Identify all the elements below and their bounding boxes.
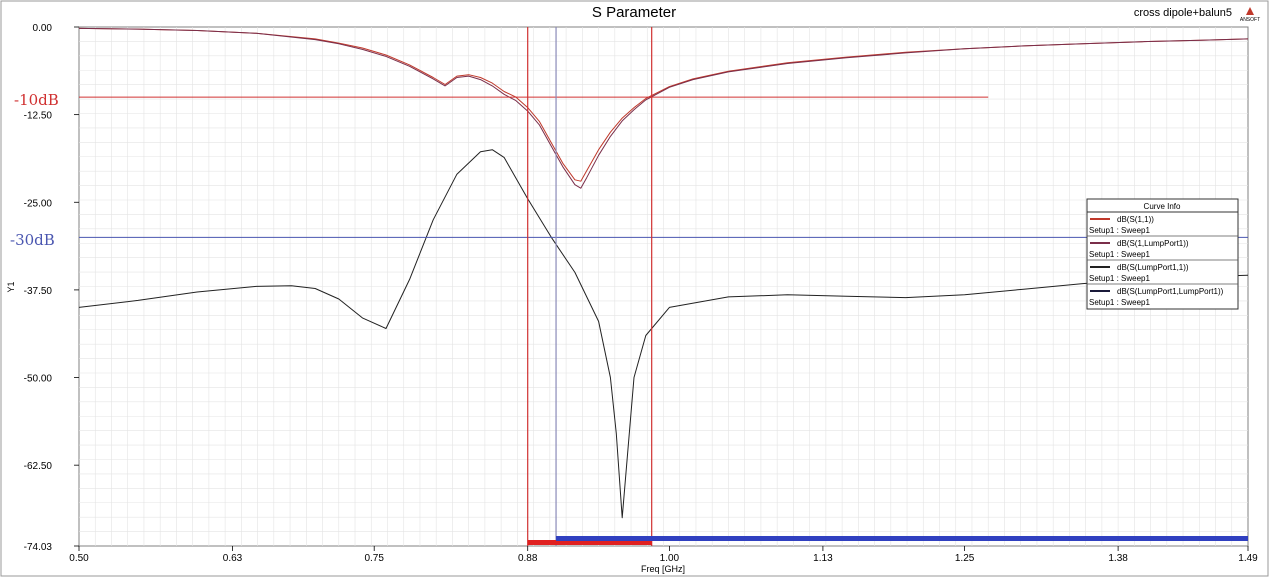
x-tick-label: 1.38 <box>1108 553 1128 564</box>
y-tick-label: -50.00 <box>24 374 53 385</box>
y-tick-label: -37.50 <box>24 286 53 297</box>
legend-entry-sub: Setup1 : Sweep1 <box>1089 274 1150 283</box>
y-axis-label: Y1 <box>6 281 16 292</box>
logo-triangle-icon <box>1246 7 1254 15</box>
legend[interactable]: Curve Info dB(S(1,1)) Setup1 : Sweep1 dB… <box>1086 198 1239 310</box>
axis-ticks: 0.50 0.63 0.75 0.88 1.00 1.13 1.25 1.38 1.49 0.00… <box>24 23 1259 564</box>
x-axis-label: Freq [GHz] <box>641 564 685 574</box>
x-tick-label: 0.88 <box>518 553 538 564</box>
x-tick-label: 1.25 <box>955 553 975 564</box>
legend-entry-slp1[interactable]: dB(S(LumpPort1,1)) Setup1 : Sweep1 <box>1089 263 1189 283</box>
annotations <box>79 27 1248 546</box>
legend-entry-s11[interactable]: dB(S(1,1)) Setup1 : Sweep1 <box>1089 215 1154 235</box>
series-line-s11 <box>78 27 1249 182</box>
hline-label-30db: -30dB <box>10 231 55 249</box>
legend-box <box>1086 198 1239 310</box>
x-tick-label: 1.00 <box>660 553 680 564</box>
chart-title: S Parameter <box>592 4 676 21</box>
y-tick-label: -12.50 <box>24 111 53 122</box>
band-marker <box>527 540 652 545</box>
corner-label: cross dipole+balun5 <box>1134 7 1232 19</box>
series-lines <box>78 27 1249 519</box>
y-tick-label: -25.00 <box>24 198 53 209</box>
series-line-s1lp <box>78 27 1249 189</box>
ansoft-logo: ANSOFT <box>1240 7 1260 23</box>
legend-entry-name: dB(S(1,LumpPort1)) <box>1117 239 1189 248</box>
logo-text: ANSOFT <box>1240 17 1260 23</box>
x-tick-label: 0.75 <box>364 553 384 564</box>
x-tick-label: 0.63 <box>223 553 243 564</box>
legend-title: Curve Info <box>1144 202 1181 211</box>
legend-entry-s1lp[interactable]: dB(S(1,LumpPort1)) Setup1 : Sweep1 <box>1089 239 1189 259</box>
y-tick-label: 0.00 <box>33 23 53 34</box>
series-line-slp1 <box>78 149 1249 519</box>
hline-label-10db: -10dB <box>14 91 59 109</box>
legend-entry-name: dB(S(LumpPort1,LumpPort1)) <box>1117 287 1224 296</box>
legend-entry-sub: Setup1 : Sweep1 <box>1089 298 1150 307</box>
y-tick-label: -62.50 <box>24 461 53 472</box>
legend-entry-slplp[interactable]: dB(S(LumpPort1,LumpPort1)) Setup1 : Swee… <box>1089 287 1224 307</box>
legend-entry-sub: Setup1 : Sweep1 <box>1089 250 1150 259</box>
band-marker <box>556 536 1248 541</box>
x-tick-label: 1.49 <box>1238 553 1258 564</box>
legend-entry-sub: Setup1 : Sweep1 <box>1089 226 1150 235</box>
y-tick-label: -74.03 <box>24 542 53 553</box>
x-tick-label: 1.13 <box>813 553 833 564</box>
x-tick-label: 0.50 <box>69 553 89 564</box>
legend-entry-name: dB(S(LumpPort1,1)) <box>1117 263 1189 272</box>
legend-entry-name: dB(S(1,1)) <box>1117 215 1154 224</box>
